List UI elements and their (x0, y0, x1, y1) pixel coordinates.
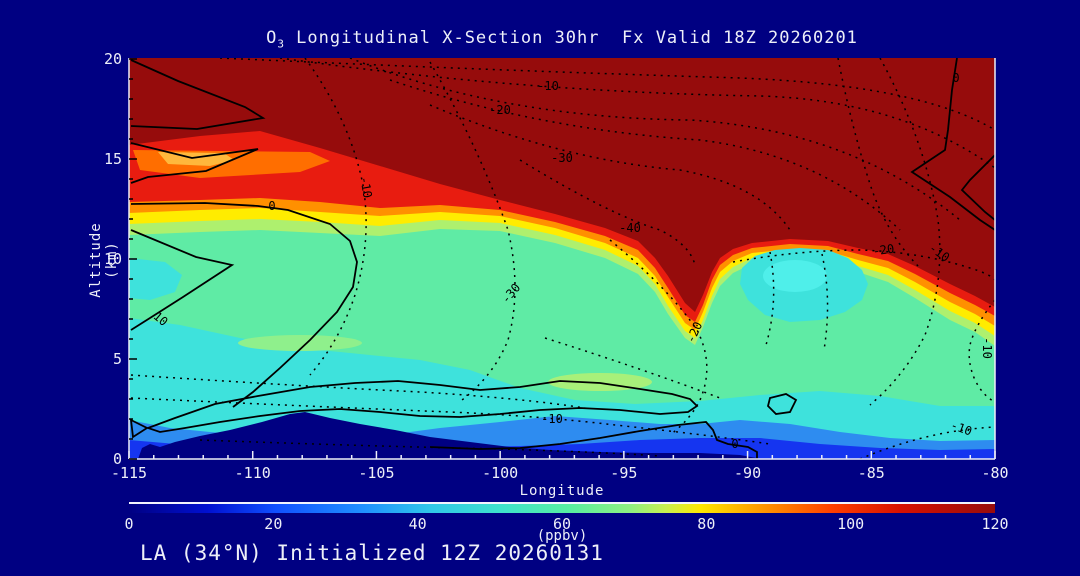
colorbar-tick-label: 100 (837, 515, 865, 533)
contour-label: 0 (952, 71, 959, 85)
x-tick-label: -80 (981, 464, 1009, 482)
x-tick-label: -115 (110, 464, 148, 482)
title-ozone-subscript: 3 (277, 37, 285, 51)
fill-cyan-hump-core (763, 260, 827, 292)
x-tick-label: -110 (234, 464, 271, 482)
colorbar-tick-label: 120 (981, 515, 1009, 533)
fill-darkred-stratosphere (129, 58, 995, 312)
contour-label: -10 (357, 175, 375, 199)
fill-cyan-pocket (129, 258, 182, 300)
x-tick-label: -100 (482, 464, 519, 482)
y-tick-label: 5 (112, 350, 122, 368)
x-tick-label: -90 (734, 464, 762, 482)
contour-label: -40 (619, 221, 641, 235)
title-main-text: Longitudinal X-Section 30hr Fx Valid 18Z… (284, 28, 858, 48)
y-tick-label: 20 (103, 50, 122, 68)
x-axis-label: Longitude (519, 483, 605, 499)
colorbar-tick-label: 0 (124, 515, 134, 533)
y-tick-label: 0 (112, 450, 122, 468)
colorbar (129, 502, 995, 513)
solid-contours (129, 58, 995, 459)
contour-label: -10 (949, 418, 974, 439)
contour-label: -20 (872, 242, 895, 259)
contour-label: -10 (541, 412, 563, 426)
x-tick-label: -95 (610, 464, 638, 482)
contour-label: -10 (537, 79, 559, 93)
x-tick-label: -85 (857, 464, 885, 482)
plot-title: O3 Longitudinal X-Section 30hr Fx Valid … (129, 28, 995, 50)
y-tick-label: 15 (103, 150, 122, 168)
contour-label: 0 (731, 437, 738, 451)
contour-label: -20 (489, 103, 511, 117)
colorbar-tick-label: 20 (264, 515, 283, 533)
contour-label: -30 (551, 151, 573, 165)
x-tick-label: -105 (358, 464, 395, 482)
colorbar-units: (ppbv) (536, 528, 588, 544)
axis-tick-marks (128, 58, 996, 460)
contour-label: 0 (268, 199, 275, 213)
dotted-contours (130, 58, 995, 459)
terrain-silhouette (138, 412, 762, 459)
colorbar-tick-label: 40 (408, 515, 427, 533)
footer-text: LA (34°N) Initialized 12Z 20260131 (140, 541, 604, 565)
colorbar-tick-label: 60 (552, 515, 572, 533)
contour-label: -10 (980, 337, 994, 359)
y-tick-label: 10 (103, 250, 122, 268)
title-ozone-symbol: O (266, 28, 278, 48)
colorbar-tick-label: 80 (697, 515, 716, 533)
